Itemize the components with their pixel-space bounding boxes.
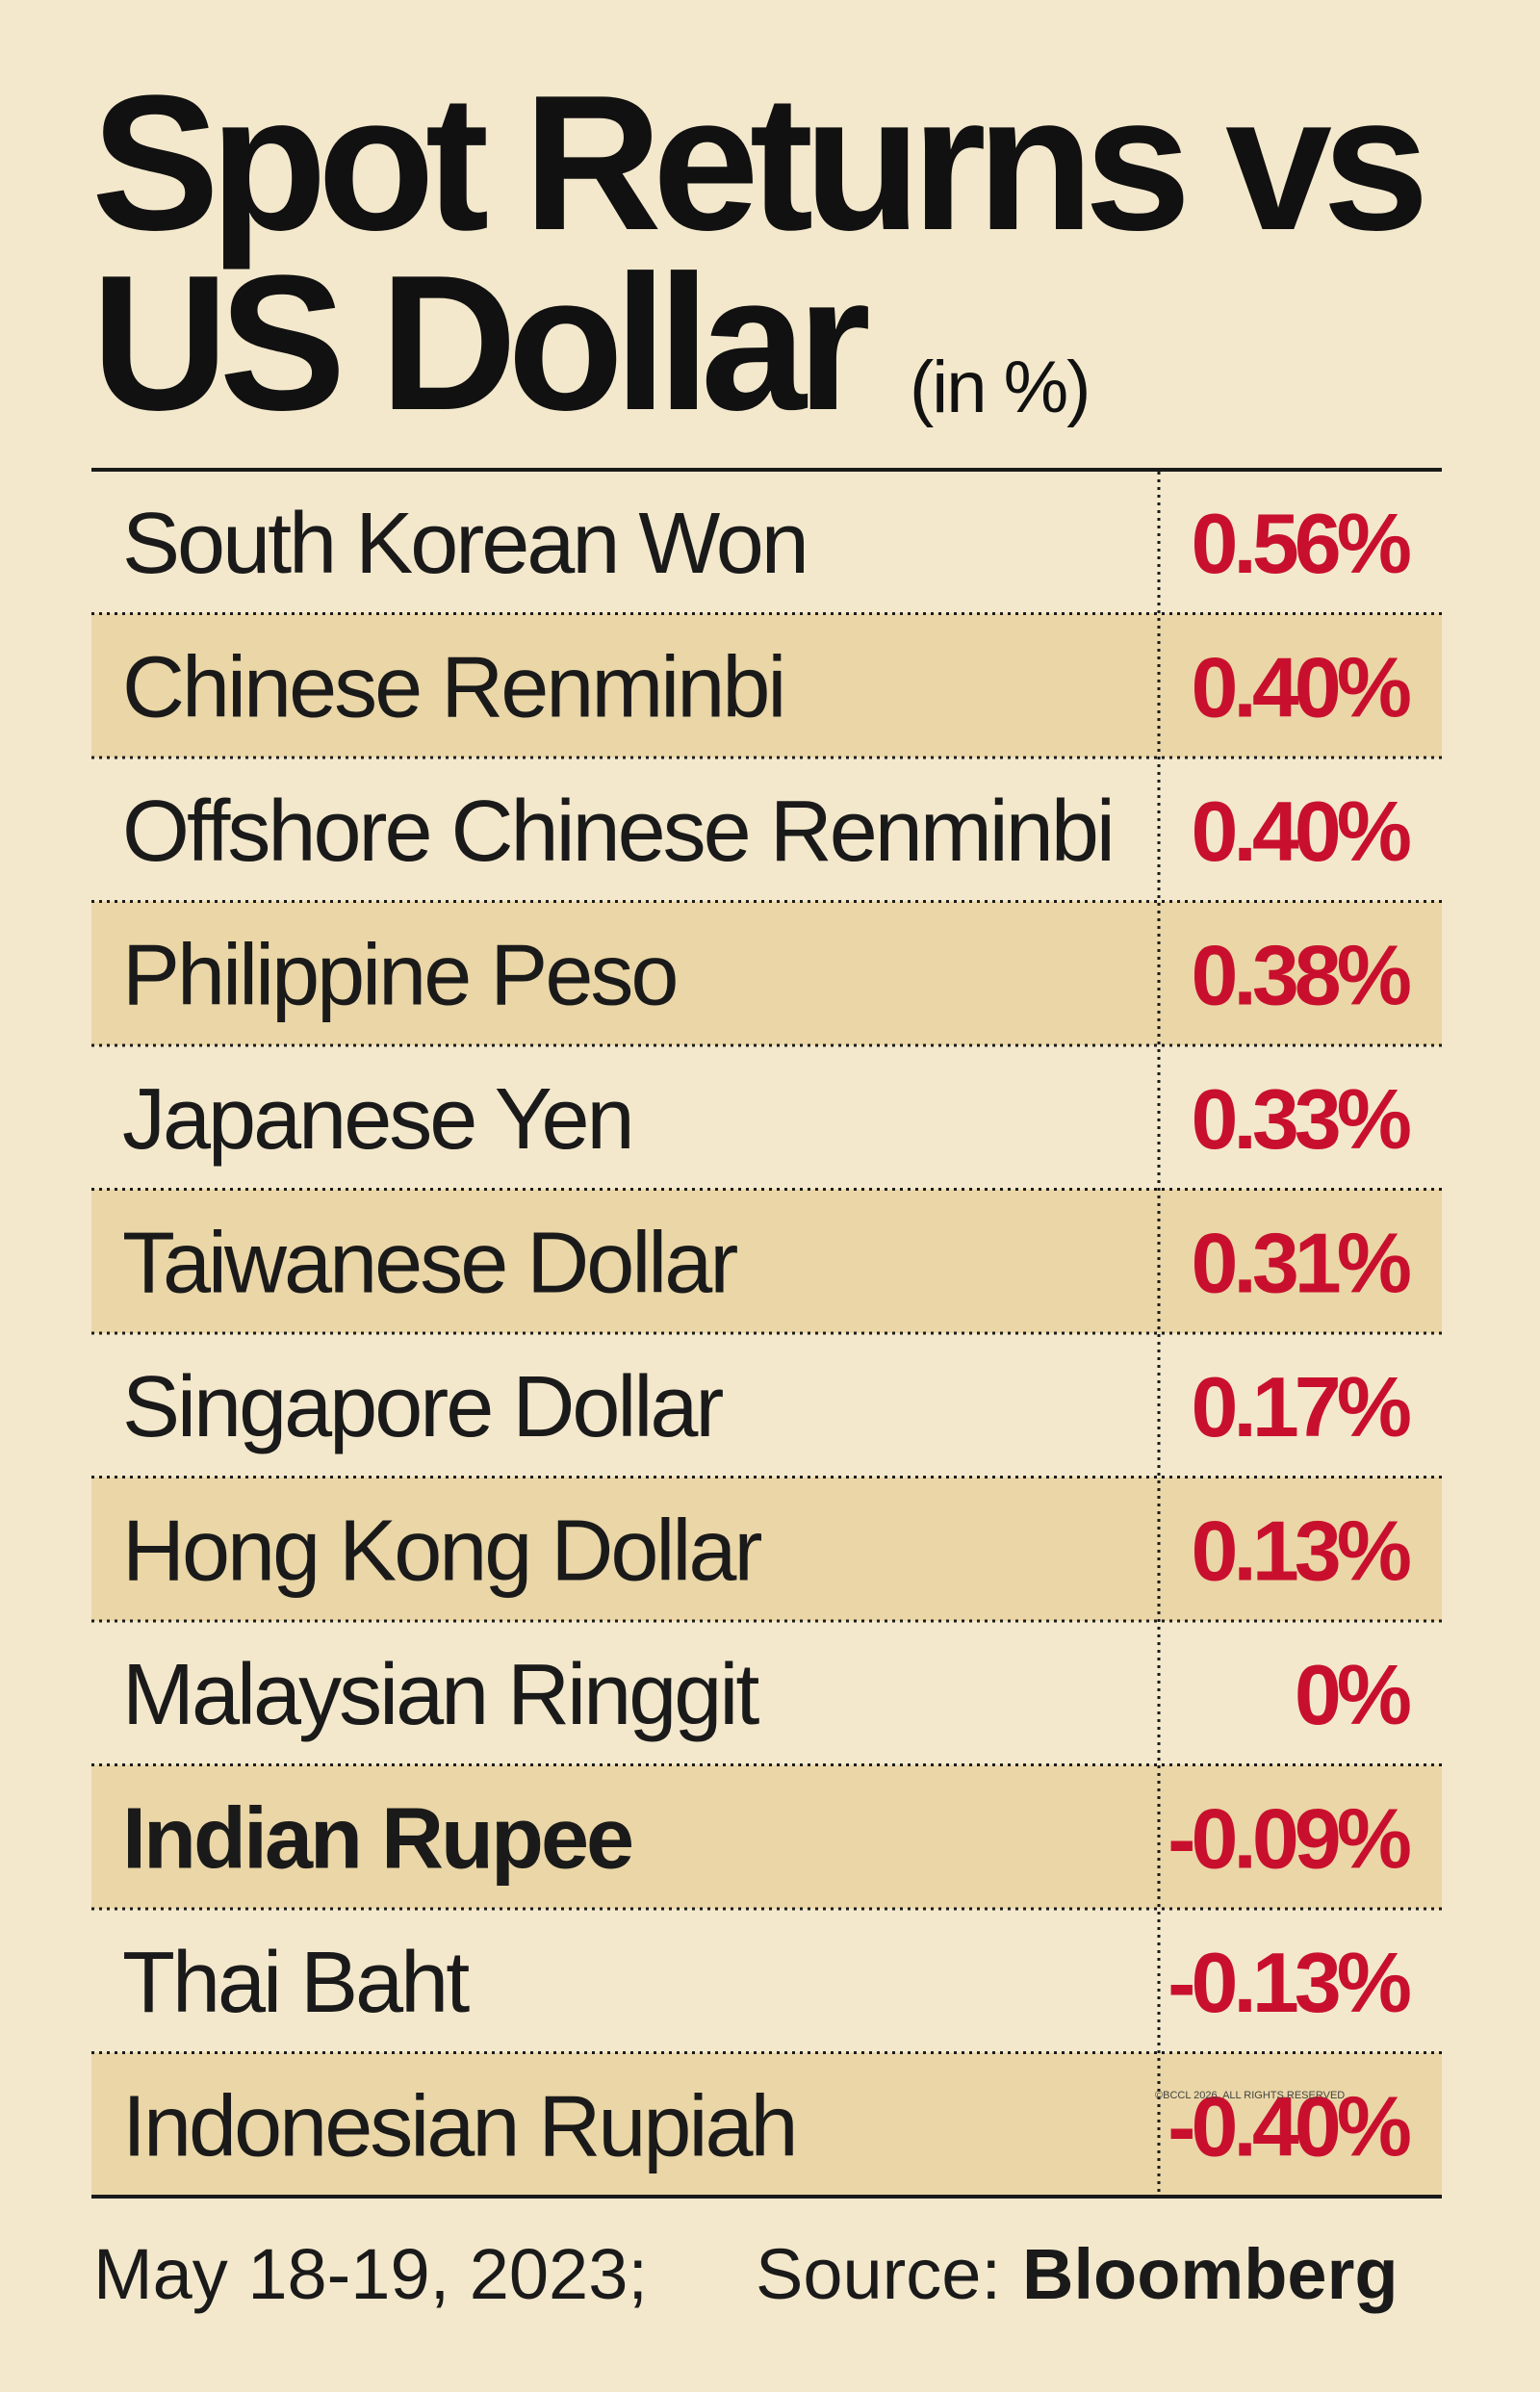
table-row: Hong Kong Dollar 0.13% (91, 1476, 1442, 1621)
currency-name: Indian Rupee (122, 1790, 631, 1887)
title-line: Spot Returns vs (91, 56, 1423, 270)
currency-name: Indonesian Rupiah (122, 2078, 796, 2174)
row-shade (91, 2052, 1442, 2197)
watermark: ©BCCL 2026. ALL RIGHTS RESERVED (1155, 2090, 1345, 2101)
table-row: South Korean Won 0.56% (122, 496, 1415, 592)
table-row: Indonesian Rupiah -0.40% (91, 2051, 1442, 2197)
table-row: Chinese Renminbi 0.40% (91, 612, 1442, 758)
currency-name: Philippine Peso (122, 927, 676, 1023)
footer-source-label: Source: (756, 2234, 1001, 2314)
return-value: -0.40% (1168, 2078, 1410, 2173)
return-value: 0.17% (1191, 1359, 1409, 1454)
row-shade (91, 1189, 1442, 1333)
table-row: Offshore Chinese Renminbi 0.40% (91, 756, 1442, 880)
table: South Korean Won 0.56% Chinese Renminbi 0.4… (91, 496, 1442, 2197)
currency-name: Japanese Yen (122, 1071, 632, 1168)
return-value: 0.40% (1191, 639, 1409, 734)
return-value: 0.31% (1191, 1215, 1409, 1310)
currency-name: Taiwanese Dollar (122, 1215, 737, 1311)
currency-name: Offshore Chinese Renminbi (122, 784, 1113, 880)
footer: May 18-19, 2023; Source: Bloomberg (93, 2234, 1399, 2314)
currency-name: Singapore Dollar (122, 1359, 723, 1455)
row-shade (91, 1764, 1442, 1909)
currency-name: Hong Kong Dollar (122, 1503, 761, 1599)
table-row: Malaysian Ringgit 0% (91, 1619, 1442, 1743)
title-line: US Dollar (91, 236, 868, 450)
return-value: 0.56% (1191, 496, 1409, 591)
currency-name: Chinese Renminbi (122, 639, 783, 735)
table-row: Singapore Dollar 0.17% (91, 1331, 1442, 1455)
return-value: 0.13% (1191, 1503, 1409, 1598)
return-value: -0.09% (1168, 1790, 1410, 1886)
currency-name: South Korean Won (122, 496, 807, 592)
row-shade (91, 901, 1442, 1045)
table-row: Taiwanese Dollar 0.31% (91, 1188, 1442, 1333)
table-row: Indian Rupee -0.09% (91, 1763, 1442, 1909)
footer-source: Bloomberg (1022, 2234, 1399, 2314)
return-value: 0.38% (1191, 927, 1409, 1022)
table-row: Philippine Peso 0.38% (91, 900, 1442, 1045)
currency-name: Malaysian Ringgit (122, 1647, 759, 1743)
return-value: 0.40% (1191, 784, 1409, 879)
row-shade (91, 1477, 1442, 1621)
footer-date: May 18-19, 2023; (93, 2234, 648, 2314)
currency-name: Thai Baht (122, 1935, 470, 2031)
row-shade (91, 613, 1442, 758)
table-row: Japanese Yen 0.33% (91, 1043, 1442, 1168)
unit-note: (in %) (910, 347, 1089, 428)
return-value: -0.13% (1168, 1935, 1410, 2030)
table-row: Thai Baht -0.13% (91, 1907, 1442, 2031)
return-value: 0% (1295, 1647, 1410, 1742)
return-value: 0.33% (1191, 1071, 1409, 1167)
